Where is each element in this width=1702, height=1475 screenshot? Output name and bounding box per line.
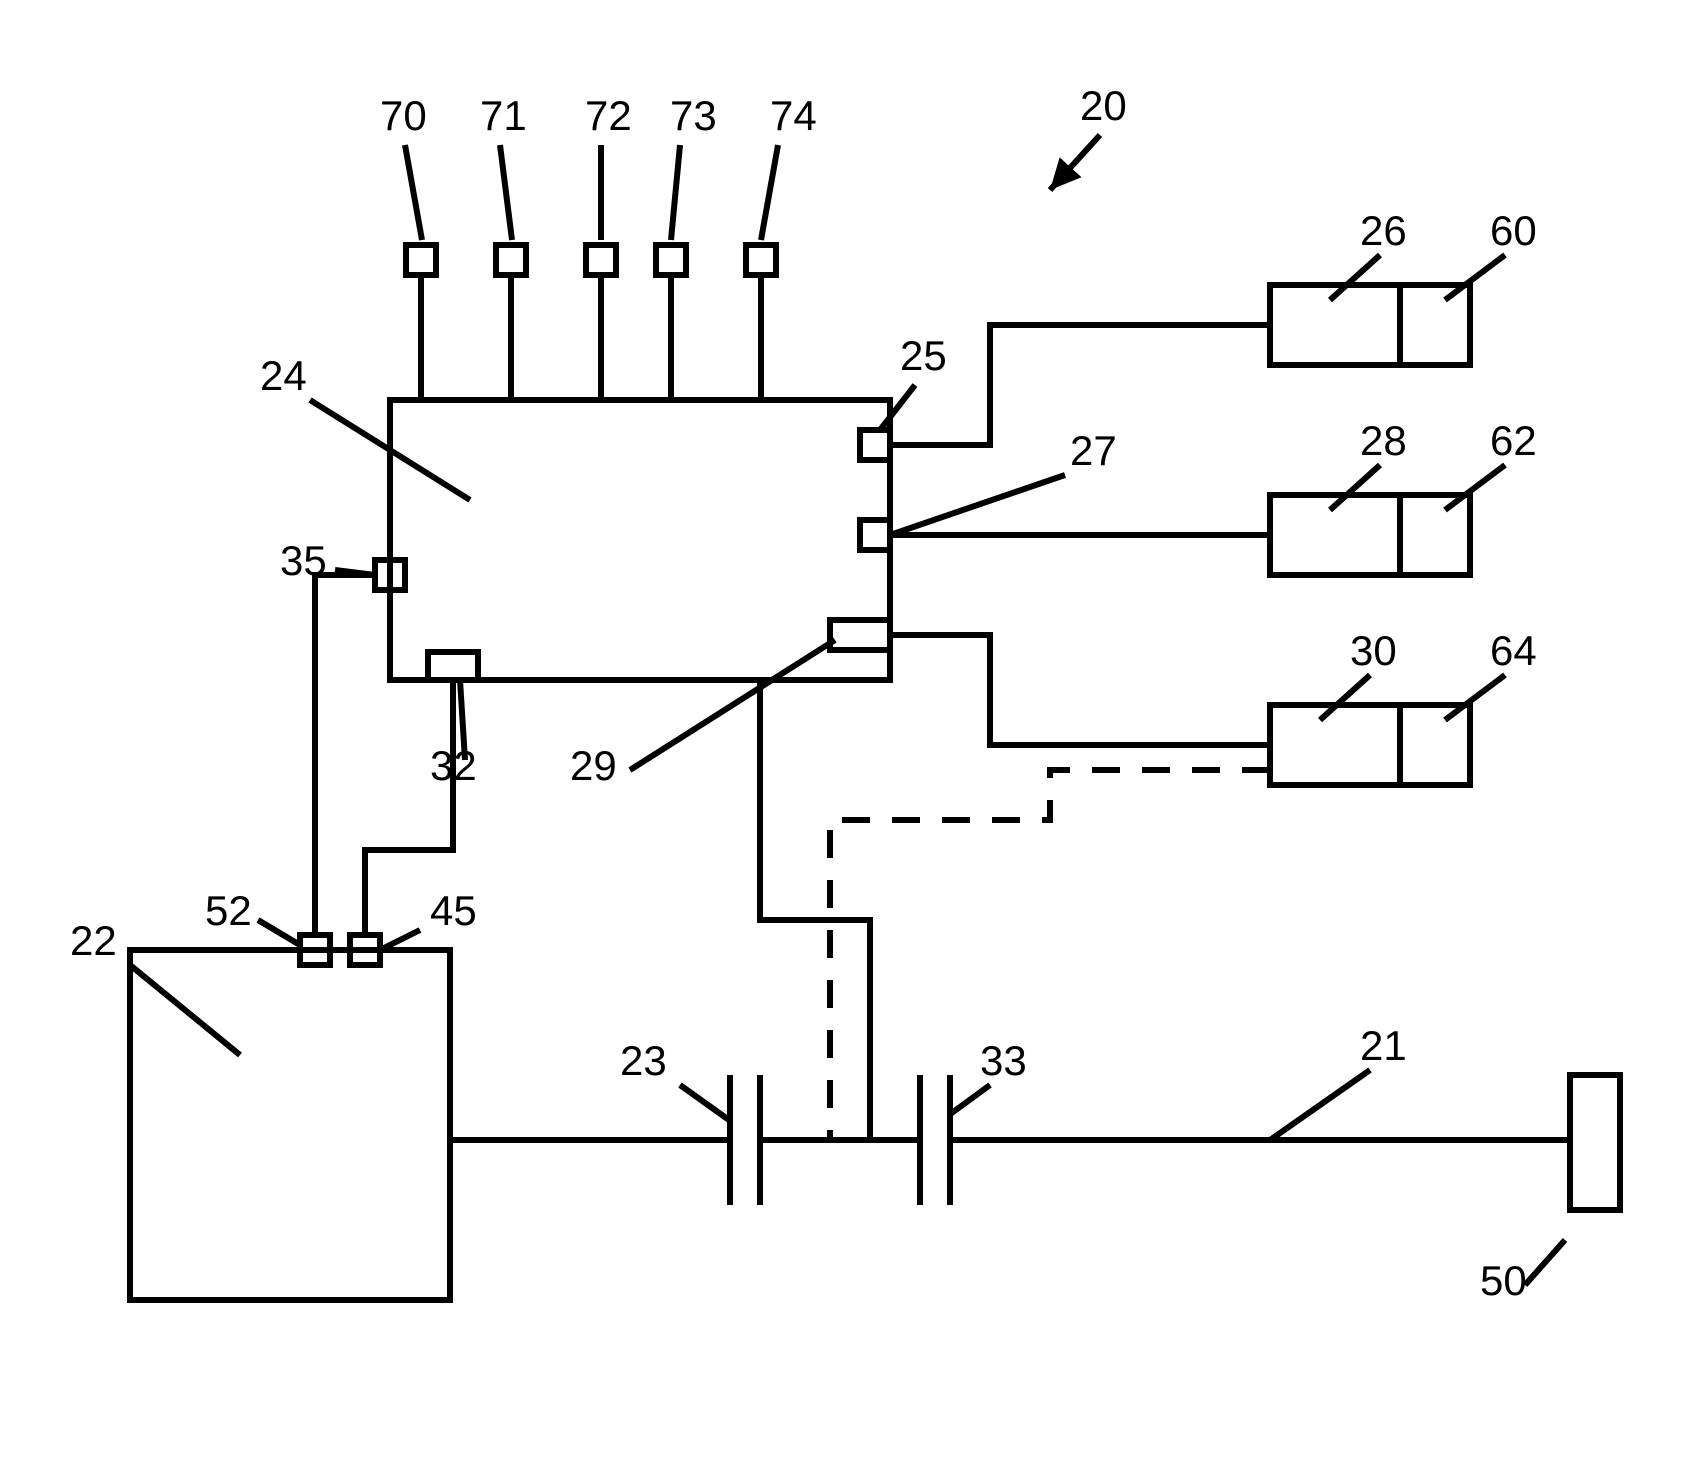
label-l27: 27 bbox=[1070, 427, 1117, 474]
box-28-62 bbox=[1270, 495, 1470, 575]
label-l50: 50 bbox=[1480, 1257, 1527, 1304]
conn-29-down-right-to-30 bbox=[890, 635, 1270, 745]
top-port-p71 bbox=[496, 245, 526, 275]
label-l62: 62 bbox=[1490, 417, 1537, 464]
leader-l25 bbox=[880, 385, 915, 430]
top-port-p72 bbox=[586, 245, 616, 275]
label-l52: 52 bbox=[205, 887, 252, 934]
port27 bbox=[860, 520, 890, 550]
label-l25: 25 bbox=[900, 332, 947, 379]
leader-l27 bbox=[890, 475, 1065, 535]
label-l24: 24 bbox=[260, 352, 307, 399]
label-l28: 28 bbox=[1360, 417, 1407, 464]
leader-l29 bbox=[630, 640, 835, 770]
leader-l28 bbox=[1330, 465, 1380, 510]
label-l22: 22 bbox=[70, 917, 117, 964]
box-24 bbox=[390, 400, 890, 680]
schematic-canvas: 20 21 22 23 24 25 26 27 28 29 30 32 33 35 45 50 52 60 62 64… bbox=[0, 0, 1702, 1470]
leader-l62 bbox=[1445, 465, 1505, 510]
label-l70: 70 bbox=[380, 92, 427, 139]
leader-l60 bbox=[1445, 255, 1505, 300]
box-26-60 bbox=[1270, 285, 1470, 365]
top-port-p74 bbox=[746, 245, 776, 275]
label-l21: 21 bbox=[1360, 1022, 1407, 1069]
leader-l52 bbox=[258, 920, 300, 945]
label-l20: 20 bbox=[1080, 82, 1127, 129]
leader-l73 bbox=[671, 145, 680, 240]
label-l26: 26 bbox=[1360, 207, 1407, 254]
top-port-p70 bbox=[406, 245, 436, 275]
leader-l50 bbox=[1525, 1240, 1565, 1285]
top-port-p73 bbox=[656, 245, 686, 275]
leader-l74 bbox=[761, 145, 778, 240]
label-l71: 71 bbox=[480, 92, 527, 139]
box-50 bbox=[1570, 1075, 1620, 1210]
label-l33: 33 bbox=[980, 1037, 1027, 1084]
conn-24-bottom-down bbox=[760, 680, 870, 1140]
label-l32: 32 bbox=[430, 742, 477, 789]
leader-l21 bbox=[1270, 1070, 1370, 1140]
label-l30: 30 bbox=[1350, 627, 1397, 674]
label-l45: 45 bbox=[430, 887, 477, 934]
leader-l70 bbox=[405, 145, 422, 240]
label-l35: 35 bbox=[280, 537, 327, 584]
label-l74: 74 bbox=[770, 92, 817, 139]
label-l73: 73 bbox=[670, 92, 717, 139]
port32 bbox=[428, 652, 478, 680]
leader-l30 bbox=[1320, 675, 1370, 720]
leader-l71 bbox=[500, 145, 512, 240]
box-30-64 bbox=[1270, 705, 1470, 785]
port29 bbox=[830, 620, 890, 650]
port25 bbox=[860, 430, 890, 460]
label-l23: 23 bbox=[620, 1037, 667, 1084]
conn-dashed-30-down bbox=[830, 770, 1270, 1140]
leader-l26 bbox=[1330, 255, 1380, 300]
leader-l33 bbox=[949, 1085, 990, 1115]
label-l60: 60 bbox=[1490, 207, 1537, 254]
label-l64: 64 bbox=[1490, 627, 1537, 674]
label-l72: 72 bbox=[585, 92, 632, 139]
label-l29: 29 bbox=[570, 742, 617, 789]
leader-l22 bbox=[130, 965, 240, 1055]
leader-l64 bbox=[1445, 675, 1505, 720]
leader-l23 bbox=[680, 1085, 729, 1120]
